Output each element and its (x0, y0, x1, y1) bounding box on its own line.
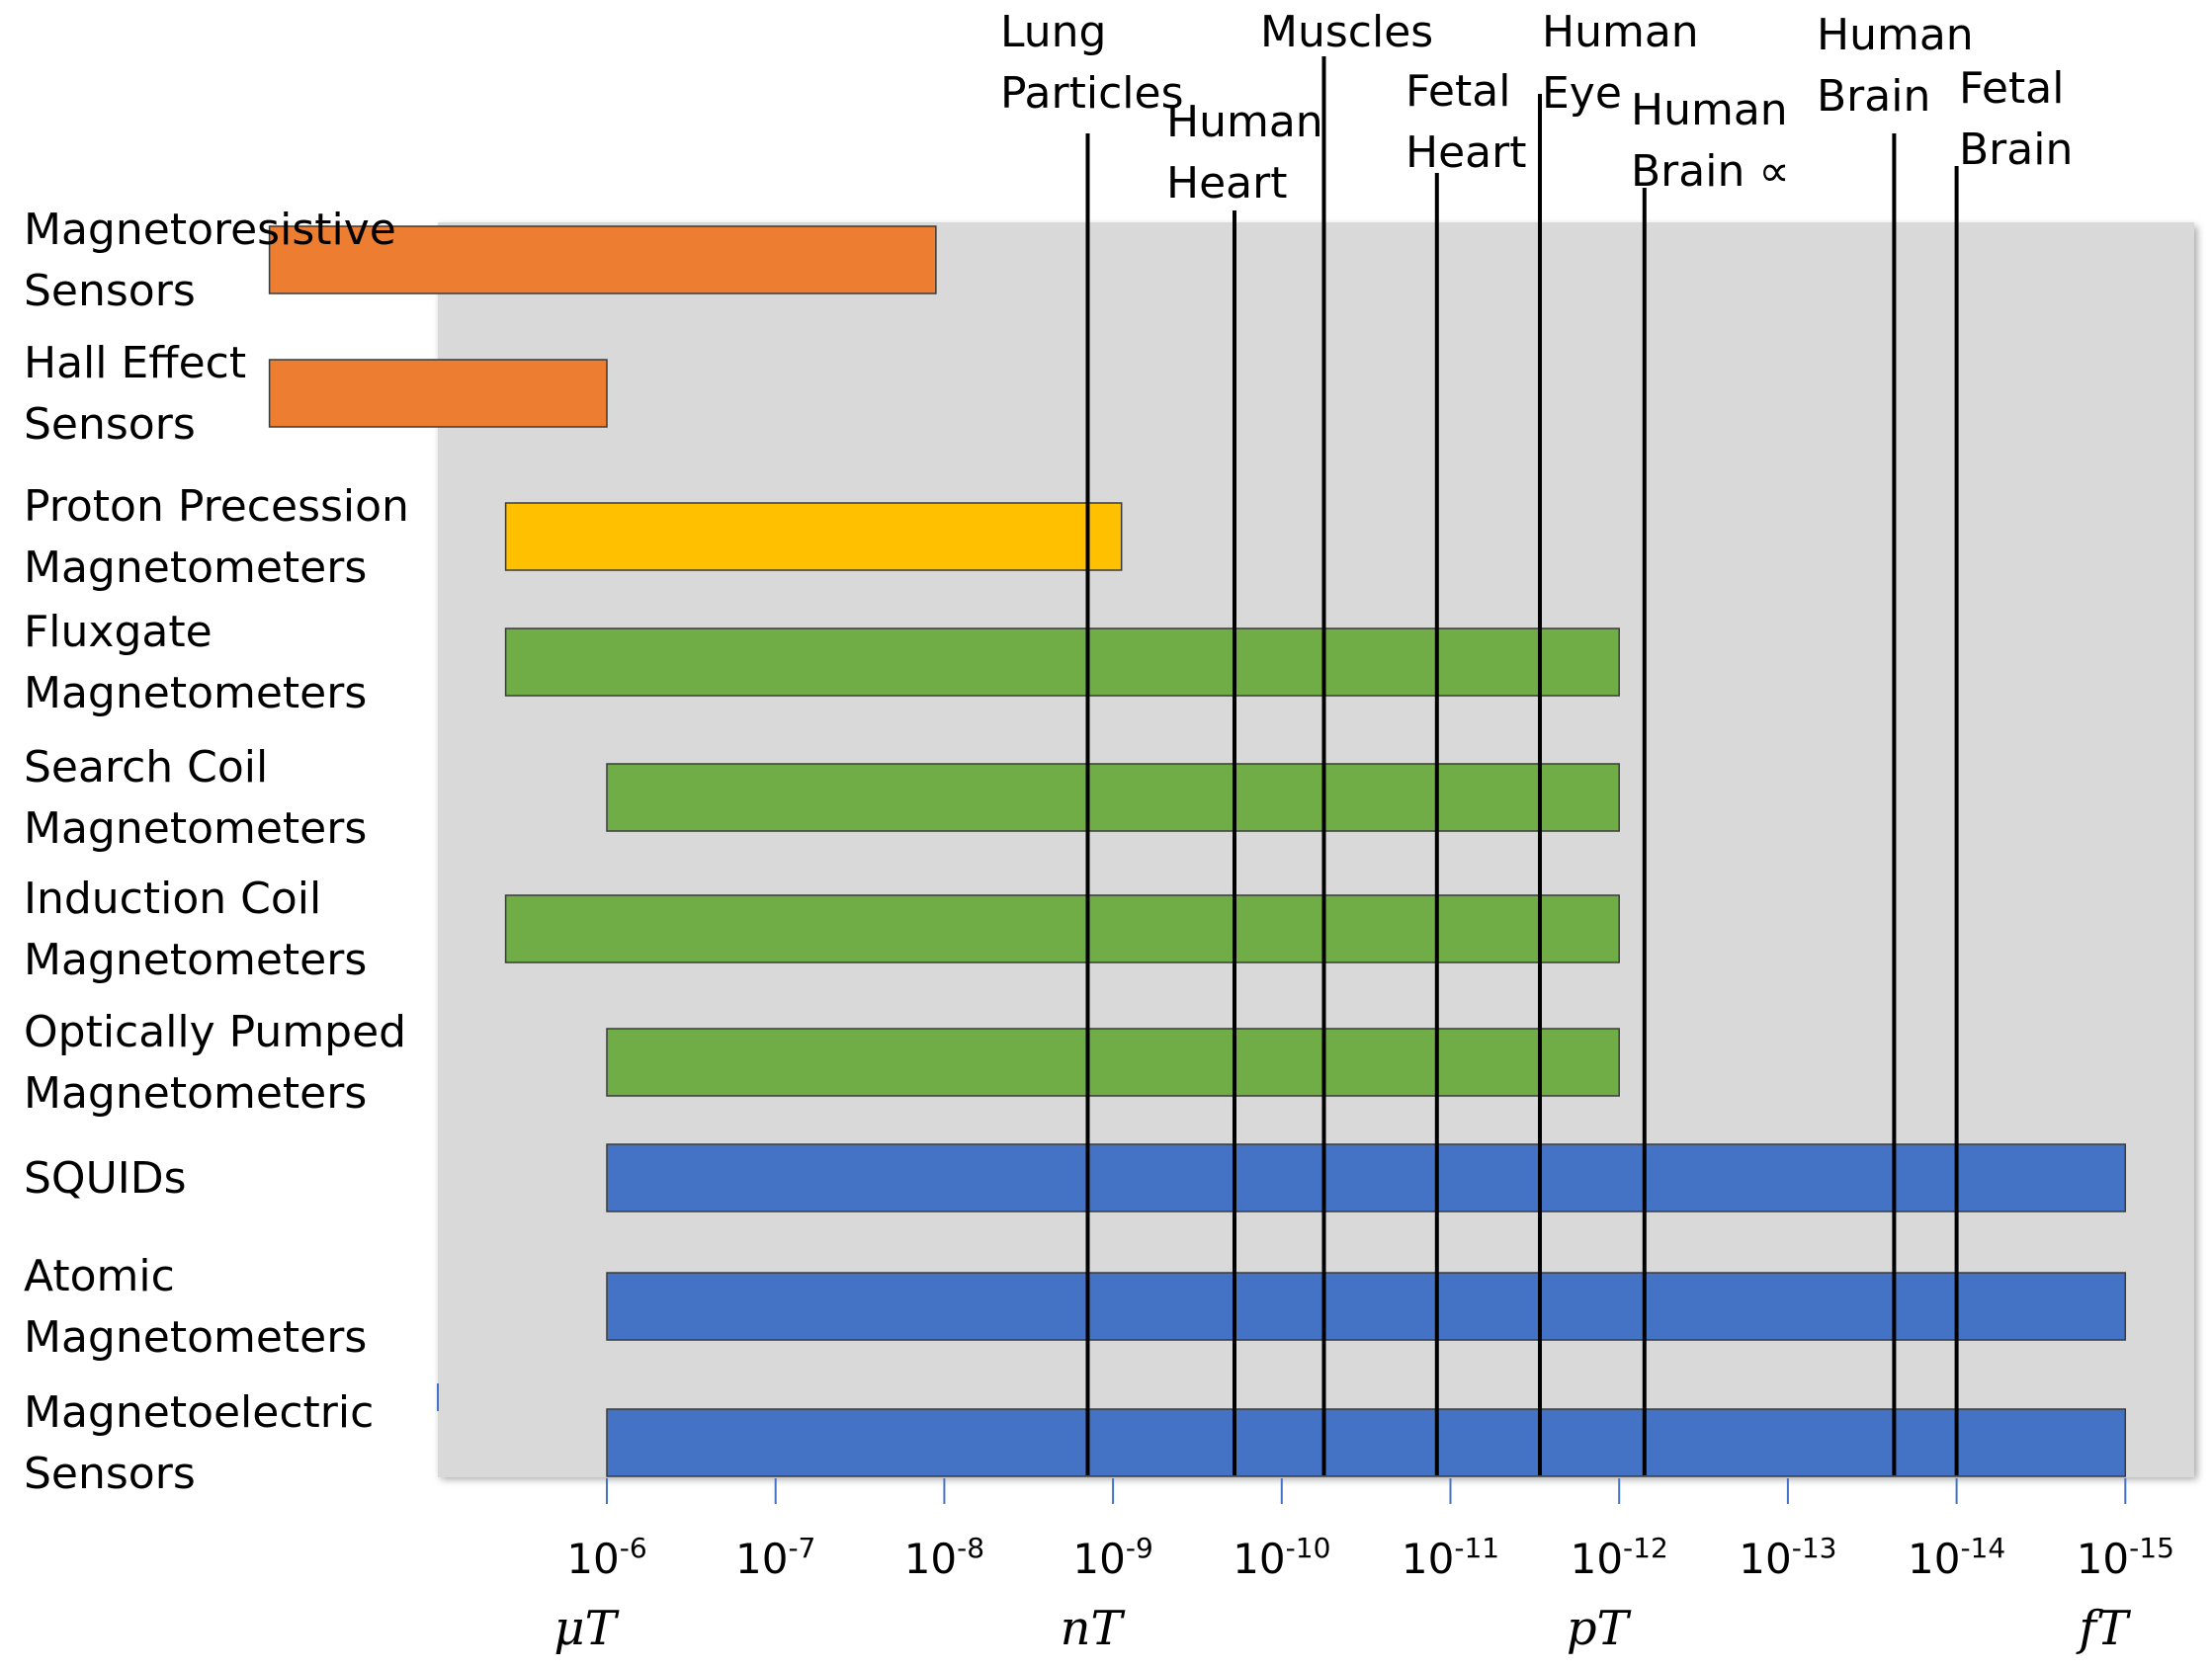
sensor-label: Sensors (24, 1449, 196, 1499)
sensor-bar (606, 1028, 1620, 1097)
signal-label: Human (1817, 10, 1974, 60)
signal-label: Brain (1959, 125, 2073, 175)
sensor-bar (504, 627, 1620, 697)
sensor-bars (268, 225, 2127, 1477)
unit-label: fT (2076, 1601, 2131, 1656)
signal-label: Human (1542, 7, 1699, 57)
x-tick-label: 10-6 (566, 1532, 646, 1583)
signal-label: Lung (1000, 7, 1106, 57)
signal-label: Human (1166, 97, 1323, 147)
sensor-label: Magnetometers (24, 1068, 367, 1119)
sensor-label: Magnetometers (24, 1312, 367, 1363)
signal-label: Fetal (1405, 66, 1510, 117)
sensor-label: Hall Effect (24, 338, 246, 388)
sensor-bar (504, 502, 1123, 571)
sensor-label: Magnetometers (24, 543, 367, 593)
sensor-bar (268, 359, 608, 428)
unit-label: nT (1061, 1601, 1126, 1656)
x-tick-label: 10-10 (1233, 1532, 1330, 1583)
x-tick-label: 10-13 (1739, 1532, 1836, 1583)
sensor-label: Magnetoresistive (24, 205, 396, 255)
sensor-label: Induction Coil (24, 874, 321, 924)
signal-label: Heart (1166, 158, 1287, 209)
unit-labels: μT nT pT fT (553, 1601, 2131, 1656)
signal-markers: LungParticlesHumanHeartMusclesFetalHeart… (1000, 7, 2073, 1475)
sensor-label: Sensors (24, 399, 196, 450)
sensor-label: Fluxgate (24, 607, 213, 657)
sensor-labels: Magnetoresistive Sensors Hall Effect Sensor… (24, 205, 409, 1499)
signal-label: Human (1631, 85, 1788, 135)
sensor-bar (268, 225, 937, 294)
sensor-bar (606, 1272, 2127, 1341)
sensor-label: Magnetometers (24, 803, 367, 854)
sensor-label: Optically Pumped (24, 1007, 406, 1057)
unit-label: pT (1567, 1601, 1632, 1656)
signal-label: Fetal (1959, 63, 2064, 114)
sensor-label: Magnetometers (24, 935, 367, 985)
sensor-bar (504, 894, 1620, 963)
x-tick-label: 10-8 (904, 1532, 984, 1583)
sensor-bar (606, 1143, 2127, 1212)
x-tick-label: 10-14 (1908, 1532, 2005, 1583)
sensor-bar (606, 763, 1620, 832)
x-tick-label: 10-12 (1571, 1532, 1668, 1583)
sensor-label: Proton Precession (24, 481, 409, 532)
signal-label: Eye (1542, 68, 1622, 119)
sensor-label: Magnetometers (24, 668, 367, 718)
unit-label: μT (553, 1601, 619, 1656)
sensor-label: Magnetoelectric (24, 1387, 374, 1438)
sensor-label: Sensors (24, 266, 196, 316)
x-tick-label: 10-7 (735, 1532, 815, 1583)
sensor-bar (606, 1408, 2127, 1477)
x-tick-label: 10-9 (1072, 1532, 1152, 1583)
signal-label: Brain ∝ (1631, 146, 1790, 197)
signal-label: Muscles (1260, 7, 1433, 57)
plot-area (438, 222, 2194, 1475)
signal-label: Brain (1817, 71, 1930, 122)
x-axis-ticks: 10-6 10-7 10-8 10-9 10-10 10-11 10-12 10-13 10-1… (566, 1478, 2174, 1583)
sensor-label: Search Coil (24, 742, 268, 793)
x-tick-label: 10-11 (1402, 1532, 1499, 1583)
sensor-label: SQUIDs (24, 1153, 187, 1204)
signal-label: Particles (1000, 68, 1184, 119)
sensor-label: Atomic (24, 1251, 175, 1301)
signal-label: Heart (1405, 127, 1526, 178)
x-tick-label: 10-15 (2077, 1532, 2174, 1583)
